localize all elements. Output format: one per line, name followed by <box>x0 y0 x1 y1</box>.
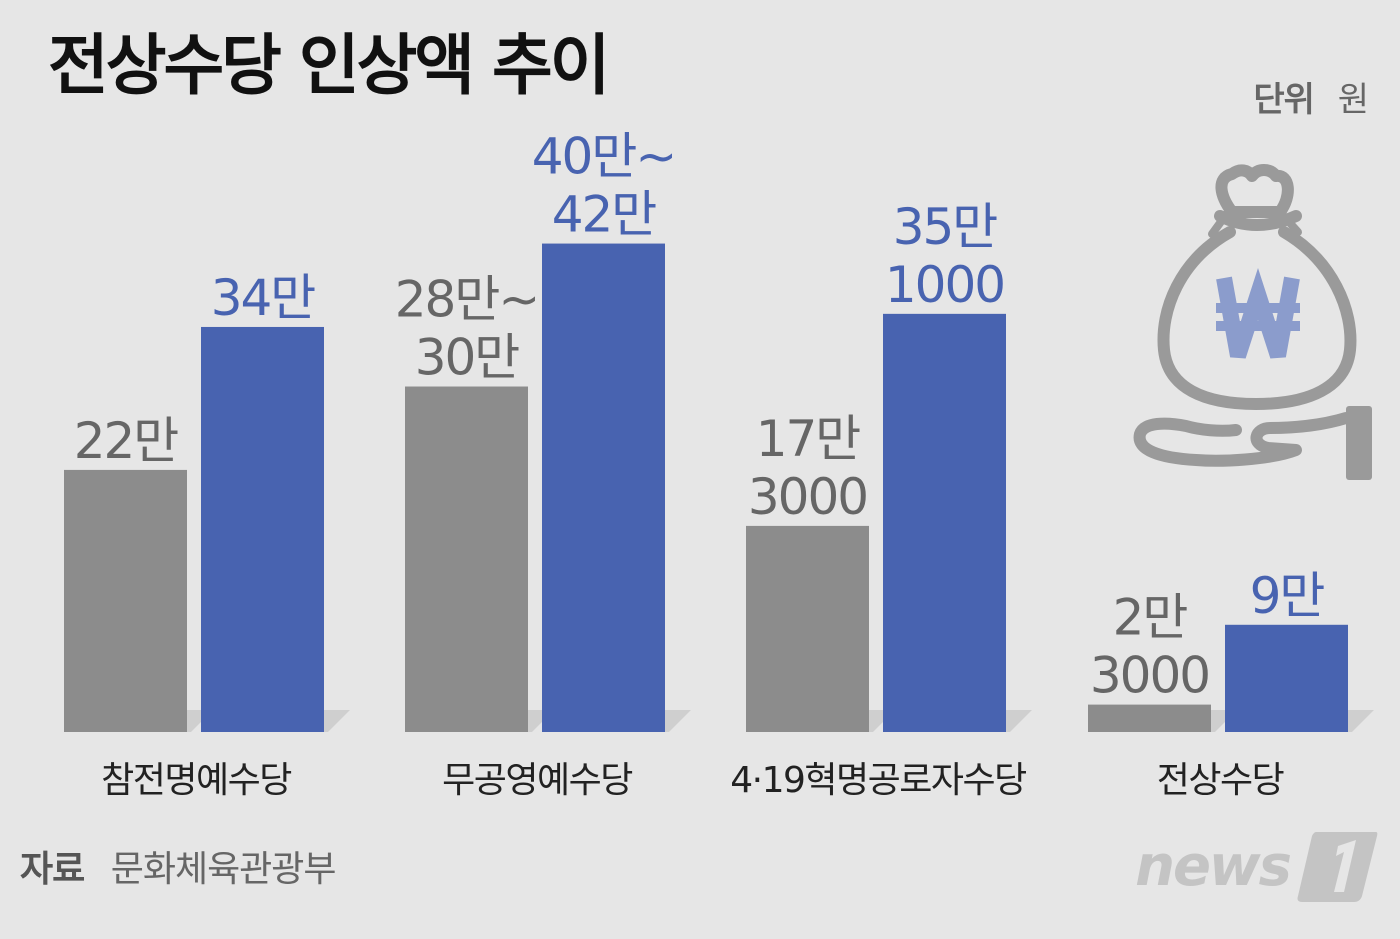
value-label-after: 1000 <box>885 256 1004 314</box>
source-label: 자료 <box>20 849 85 890</box>
bar-shadow <box>1006 710 1032 732</box>
category-label: 전상수당 <box>1157 760 1284 801</box>
value-label-before: 30만 <box>415 329 520 387</box>
value-label-after: 42만 <box>552 186 657 244</box>
unit-note: 단위 원 <box>1253 72 1369 121</box>
value-label-after: 9만 <box>1250 567 1325 625</box>
value-label-before: 22만 <box>74 412 179 470</box>
value-label-before: 3000 <box>1090 647 1209 705</box>
unit-value: 원 <box>1337 80 1369 120</box>
value-label-after: 40만~ <box>532 128 676 186</box>
money-illustration <box>1120 160 1380 504</box>
news1-logo-text: news <box>1135 833 1292 899</box>
category-label: 참전명예수당 <box>101 760 291 801</box>
bar-before <box>64 469 187 732</box>
value-label-before: 3000 <box>748 468 867 526</box>
value-label-before: 28만~ <box>395 271 539 329</box>
won-sign-icon <box>1216 267 1300 359</box>
source-note: 자료 문화체육관광부 <box>20 840 337 892</box>
value-label-before: 17만 <box>756 410 861 468</box>
category-label: 4·19혁명공로자수당 <box>730 760 1026 801</box>
news1-logo-icon <box>1297 832 1378 902</box>
category-label: 무공영예수당 <box>442 760 632 801</box>
bar-after <box>542 243 665 732</box>
bar-before <box>405 386 528 732</box>
unit-label: 단위 <box>1253 80 1315 120</box>
money-bag-icon <box>1157 164 1357 411</box>
bar-after <box>883 313 1006 732</box>
bar-after <box>1225 624 1348 732</box>
bar-after <box>201 326 324 732</box>
news1-logo: news <box>1135 826 1378 906</box>
value-label-before: 2만 <box>1113 589 1188 647</box>
bar-shadow <box>1348 710 1374 732</box>
bar-shadow <box>324 710 350 732</box>
bar-before <box>746 525 869 732</box>
page-title: 전상수당 인상액 추이 <box>48 27 610 104</box>
bar-shadow <box>665 710 691 732</box>
value-label-after: 34만 <box>211 269 316 327</box>
bar-before <box>1088 704 1211 732</box>
open-hand-icon <box>1133 406 1372 480</box>
source-value: 문화체육관광부 <box>110 849 337 890</box>
value-label-after: 35만 <box>893 198 998 256</box>
